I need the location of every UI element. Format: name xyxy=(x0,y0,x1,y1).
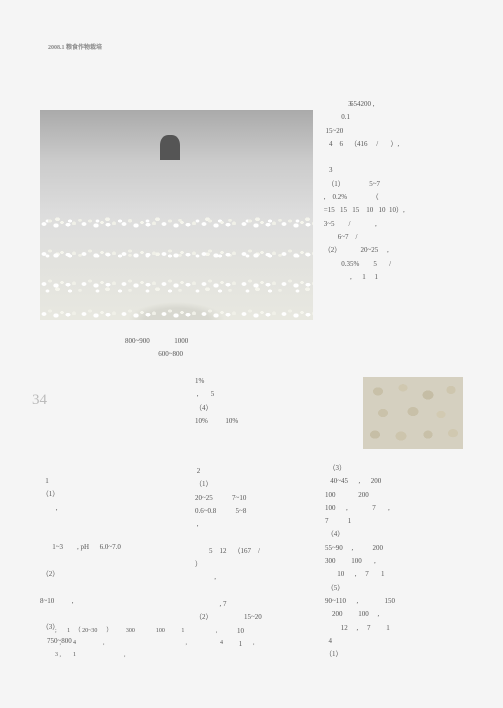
col-lower-left: 1 （1） , 1~3 , pH 6.0~7.0 （2） 8~10 , （3） … xyxy=(40,475,180,648)
col-mid-center: 1% , 5 （4） 10% 10% xyxy=(195,375,315,428)
col-mid: 800~900 1000 600~800 xyxy=(125,335,320,362)
figure-potato-pile xyxy=(363,377,463,449)
col-top-right: 3 , 0.1 15~20 4 6 （416 / ）, 3 （1） 5~7 , … xyxy=(322,98,462,284)
header-issue: 2008.1 粮食作物栽培 xyxy=(48,42,102,51)
page: 2008.1 粮食作物栽培 654200 34 3 , 0.1 15~20 4 … xyxy=(0,0,503,708)
col-lower-center: 2 （1） 20~25 7~10 0.6~0.8 5~8 , 5 12 （167… xyxy=(195,465,315,651)
page-number: 34 xyxy=(32,392,47,409)
col-bottom: ; 1 （ 20~30 ） 300 100 1 , , 4 , , 4 xyxy=(55,625,460,661)
figure-field-harvest xyxy=(40,110,313,320)
